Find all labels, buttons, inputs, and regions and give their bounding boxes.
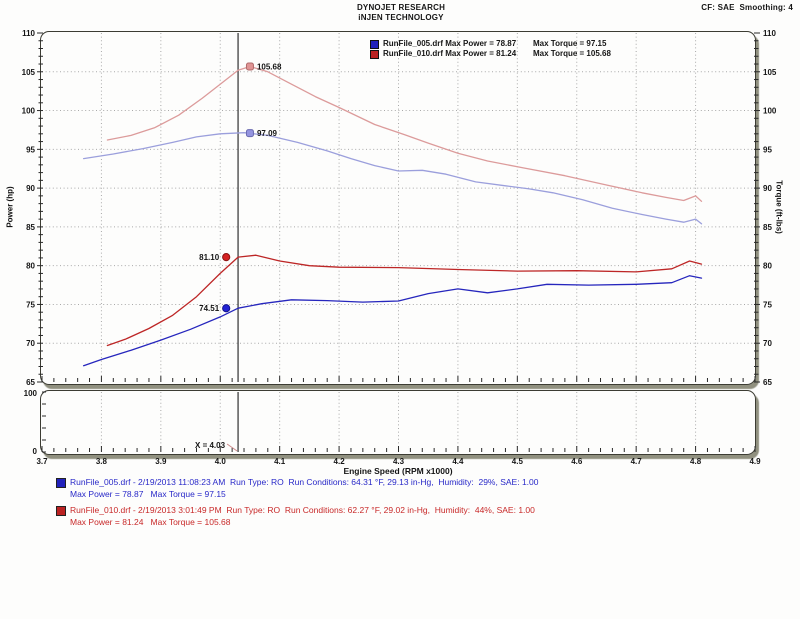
y-right-tick-label: 90: [763, 184, 772, 193]
run010-conditions: RunFile_010.drf - 2/19/2013 3:01:49 PM R…: [70, 505, 535, 515]
x-tick-label: 4.4: [452, 457, 464, 466]
x-tick-label: 4.2: [334, 457, 346, 466]
chart-legend: RunFile_005.drf Max Power = 78.87 Max To…: [370, 39, 611, 59]
legend-row-run005: RunFile_005.drf Max Power = 78.87 Max To…: [370, 39, 611, 49]
x-tick-label: 4.3: [393, 457, 405, 466]
y-right-tick-label: 80: [763, 262, 772, 271]
bottom-plot-frame: [40, 390, 756, 455]
x-tick-label: 4.1: [274, 457, 286, 466]
y-right-tick-label: 100: [763, 107, 777, 116]
legend-torque-run005: Max Torque = 97.15: [533, 39, 607, 48]
bottom-ymin-label: 0: [33, 447, 38, 456]
x-tick-label: 3.7: [36, 457, 48, 466]
y-left-tick-label: 110: [22, 29, 35, 38]
run-info-footer: RunFile_005.drf - 2/19/2013 11:08:23 AM …: [56, 476, 756, 532]
y-left-tick-label: 75: [26, 300, 35, 309]
x-axis-title: Engine Speed (RPM x1000): [343, 466, 453, 476]
legend-label-run010: RunFile_010.drf Max Power = 81.24: [383, 49, 517, 58]
run-swatch-run010: [56, 506, 66, 516]
y-left-tick-label: 65: [26, 378, 35, 387]
run010-max-values: Max Power = 81.24 Max Torque = 105.68: [70, 517, 231, 527]
x-tick-label: 4.9: [749, 457, 761, 466]
correction-smoothing-label: CF: SAE Smoothing: 4: [701, 3, 793, 12]
y-right-tick-label: 65: [763, 378, 772, 387]
y-left-tick-label: 80: [26, 262, 35, 271]
y-right-tick-label: 95: [763, 145, 772, 154]
x-tick-label: 4.6: [571, 457, 583, 466]
legend-swatch-run005: [370, 39, 379, 49]
legend-row-run010: RunFile_010.drf Max Power = 81.24 Max To…: [370, 49, 611, 59]
legend-torque-run010: Max Torque = 105.68: [533, 49, 611, 58]
x-tick-label: 4.7: [631, 457, 643, 466]
y-left-tick-label: 85: [26, 223, 35, 232]
run005-conditions: RunFile_005.drf - 2/19/2013 11:08:23 AM …: [70, 477, 539, 487]
y-left-axis-title: Power (hp): [5, 186, 15, 228]
report-title-line1: DYNOJET RESEARCH: [356, 3, 446, 12]
run-info-run005: RunFile_005.drf - 2/19/2013 11:08:23 AM …: [56, 476, 756, 500]
y-right-tick-label: 75: [763, 300, 772, 309]
run-swatch-run005: [56, 478, 66, 488]
main-plot-frame: [40, 31, 756, 385]
y-right-tick-label: 85: [763, 223, 772, 232]
y-left-tick-label: 70: [26, 339, 35, 348]
legend-label-run005: RunFile_005.drf Max Power = 78.87: [383, 39, 517, 48]
run005-max-values: Max Power = 78.87 Max Torque = 97.15: [70, 489, 226, 499]
y-right-tick-label: 70: [763, 339, 772, 348]
y-right-tick-label: 110: [763, 29, 776, 38]
x-tick-label: 3.8: [96, 457, 108, 466]
y-left-tick-label: 90: [26, 184, 35, 193]
x-tick-label: 3.9: [155, 457, 167, 466]
y-right-axis-title: Torque (ft-lbs): [774, 180, 784, 234]
run-info-run010: RunFile_010.drf - 2/19/2013 3:01:49 PM R…: [56, 504, 756, 528]
y-left-tick-label: 105: [22, 68, 36, 77]
legend-swatch-run010: [370, 49, 379, 59]
x-tick-label: 4.8: [690, 457, 702, 466]
y-left-tick-label: 100: [22, 107, 36, 116]
x-tick-label: 4.0: [215, 457, 227, 466]
y-left-tick-label: 95: [26, 145, 35, 154]
bottom-ymax-label: 100: [24, 389, 38, 398]
y-right-tick-label: 105: [763, 68, 777, 77]
report-title-line2: iNJEN TECHNOLOGY: [358, 13, 444, 22]
x-tick-label: 4.5: [512, 457, 524, 466]
